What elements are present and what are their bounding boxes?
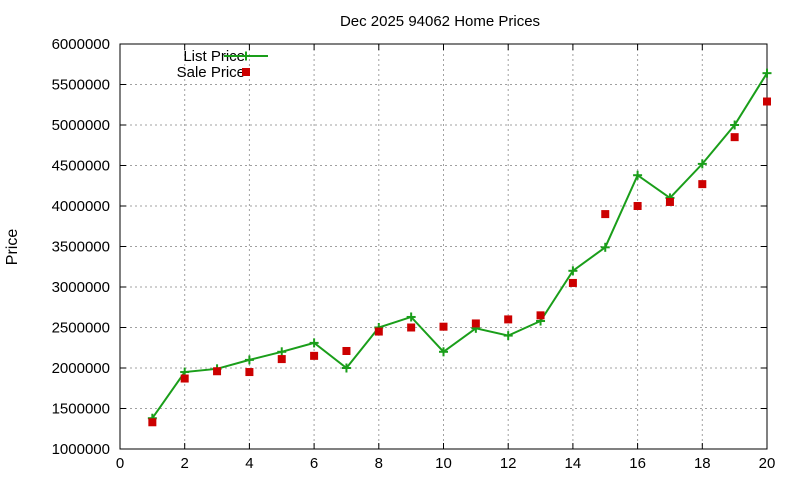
legend-label-sale-price: Sale Price bbox=[177, 64, 245, 81]
x-tick-label: 18 bbox=[694, 455, 711, 472]
sale-price-point bbox=[730, 133, 739, 142]
y-tick-label: 5500000 bbox=[52, 77, 110, 94]
sale-price-point bbox=[698, 180, 707, 189]
list-price-point bbox=[244, 355, 254, 365]
x-tick-label: 20 bbox=[759, 455, 776, 472]
legend-swatch-list-price-marker bbox=[241, 51, 251, 61]
y-tick-label: 2000000 bbox=[52, 360, 110, 377]
legend-swatches bbox=[224, 51, 268, 76]
sale-price-point bbox=[407, 323, 416, 332]
list-price-point bbox=[277, 347, 287, 357]
list-price-point bbox=[633, 170, 643, 180]
y-tick-label: 2500000 bbox=[52, 320, 110, 337]
x-axis-tick-labels: 0 2 4 6 8 10 12 14 16 18 20 bbox=[116, 455, 776, 472]
sale-price-point bbox=[439, 322, 448, 331]
sale-price-point bbox=[180, 374, 189, 383]
list-price-point bbox=[309, 338, 319, 348]
y-axis-label: Price bbox=[4, 229, 21, 266]
sale-price-point bbox=[665, 197, 674, 206]
axis-ticks bbox=[119, 43, 768, 450]
x-tick-label: 12 bbox=[500, 455, 517, 472]
sale-price-point bbox=[342, 346, 351, 355]
sale-price-point bbox=[148, 418, 157, 427]
list-price-point bbox=[439, 347, 448, 357]
list-price-point bbox=[730, 120, 740, 130]
y-tick-label: 3000000 bbox=[52, 279, 110, 296]
x-tick-label: 6 bbox=[310, 455, 318, 472]
list-price-point bbox=[568, 266, 578, 276]
sale-price-point bbox=[277, 355, 286, 364]
list-price-point bbox=[406, 312, 416, 322]
series bbox=[147, 68, 772, 427]
x-tick-label: 10 bbox=[435, 455, 452, 472]
list-price-point bbox=[697, 159, 707, 169]
list-price-point bbox=[600, 242, 610, 252]
sale-price-point bbox=[763, 97, 771, 106]
y-tick-label: 4500000 bbox=[52, 158, 110, 175]
legend: List Price Sale Price bbox=[177, 48, 268, 81]
list-price-point bbox=[341, 363, 351, 373]
list-price-point bbox=[503, 331, 513, 341]
y-axis-tick-labels: 1000000 1500000 2000000 2500000 3000000 35000… bbox=[52, 36, 110, 458]
y-tick-label: 6000000 bbox=[52, 36, 110, 53]
y-tick-label: 1500000 bbox=[52, 401, 110, 418]
sale-price-point bbox=[601, 210, 610, 219]
legend-label-list-price: List Price bbox=[183, 48, 245, 65]
list-price-point bbox=[762, 68, 772, 78]
sale-price-point bbox=[245, 368, 254, 377]
x-tick-label: 8 bbox=[375, 455, 383, 472]
sale-price-point bbox=[374, 327, 383, 336]
x-tick-label: 2 bbox=[181, 455, 189, 472]
x-tick-label: 14 bbox=[565, 455, 582, 472]
x-tick-label: 16 bbox=[629, 455, 646, 472]
sale-price-point bbox=[504, 315, 513, 324]
list-price-line bbox=[151, 72, 768, 419]
sale-price-point bbox=[633, 202, 642, 210]
y-tick-label: 5000000 bbox=[52, 117, 110, 134]
chart-title: Dec 2025 94062 Home Prices bbox=[340, 13, 540, 30]
y-tick-label: 3500000 bbox=[52, 239, 110, 256]
legend-swatch-sale-price bbox=[242, 68, 250, 76]
sale-price-point bbox=[213, 367, 222, 376]
sale-price-point bbox=[310, 351, 319, 360]
y-tick-label: 4000000 bbox=[52, 198, 110, 215]
sale-price-point bbox=[536, 311, 545, 320]
x-tick-label: 0 bbox=[116, 455, 124, 472]
x-tick-label: 4 bbox=[245, 455, 253, 472]
sale-price-point bbox=[471, 319, 480, 328]
y-tick-label: 1000000 bbox=[52, 441, 110, 458]
sale-price-point bbox=[568, 278, 577, 287]
